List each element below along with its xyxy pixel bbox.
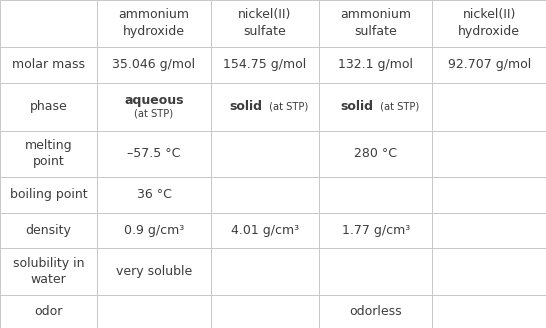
Bar [319, 213, 432, 248]
Text: 280 °C: 280 °C [354, 147, 397, 160]
Text: odor: odor [34, 305, 63, 318]
Bar [211, 83, 319, 131]
Bar [432, 248, 546, 295]
Text: phase: phase [29, 100, 68, 113]
Bar [0, 295, 97, 328]
Text: solubility in
water: solubility in water [13, 257, 84, 286]
Bar [97, 248, 211, 295]
Text: 0.9 g/cm³: 0.9 g/cm³ [124, 224, 184, 236]
Text: 35.046 g/mol: 35.046 g/mol [112, 58, 195, 72]
Text: aqueous: aqueous [124, 94, 183, 108]
Bar [211, 213, 319, 248]
Text: nickel(II)
hydroxide: nickel(II) hydroxide [458, 8, 520, 38]
Text: 132.1 g/mol: 132.1 g/mol [338, 58, 413, 72]
Bar [211, 0, 319, 47]
Bar [0, 213, 97, 248]
Bar [319, 295, 432, 328]
Text: 1.77 g/cm³: 1.77 g/cm³ [342, 224, 410, 236]
Bar [0, 131, 97, 177]
Text: melting
point: melting point [25, 139, 73, 168]
Bar [97, 47, 211, 83]
Bar [211, 131, 319, 177]
Text: very soluble: very soluble [116, 265, 192, 278]
Bar [319, 177, 432, 213]
Bar [211, 47, 319, 83]
Text: (at STP): (at STP) [134, 109, 174, 118]
Bar [97, 295, 211, 328]
Text: solid: solid [340, 100, 373, 113]
Bar [97, 177, 211, 213]
Bar [97, 213, 211, 248]
Bar [0, 0, 97, 47]
Text: 36 °C: 36 °C [136, 189, 171, 201]
Text: 92.707 g/mol: 92.707 g/mol [448, 58, 531, 72]
Text: (at STP): (at STP) [377, 102, 419, 112]
Bar [319, 131, 432, 177]
Bar [432, 47, 546, 83]
Bar [432, 177, 546, 213]
Bar [97, 131, 211, 177]
Text: solid: solid [229, 100, 262, 113]
Bar [211, 248, 319, 295]
Bar [211, 295, 319, 328]
Bar [319, 0, 432, 47]
Text: odorless: odorless [349, 305, 402, 318]
Bar [0, 83, 97, 131]
Bar [319, 248, 432, 295]
Text: boiling point: boiling point [10, 189, 87, 201]
Text: 4.01 g/cm³: 4.01 g/cm³ [231, 224, 299, 236]
Bar [0, 177, 97, 213]
Bar [0, 47, 97, 83]
Text: 154.75 g/mol: 154.75 g/mol [223, 58, 306, 72]
Text: nickel(II)
sulfate: nickel(II) sulfate [238, 8, 292, 38]
Bar [432, 83, 546, 131]
Bar [432, 0, 546, 47]
Bar [319, 83, 432, 131]
Text: ammonium
sulfate: ammonium sulfate [340, 8, 411, 38]
Bar [432, 213, 546, 248]
Bar [0, 248, 97, 295]
Bar [319, 47, 432, 83]
Text: (at STP): (at STP) [266, 102, 308, 112]
Bar [97, 83, 211, 131]
Text: density: density [26, 224, 72, 236]
Bar [97, 0, 211, 47]
Text: –57.5 °C: –57.5 °C [127, 147, 181, 160]
Text: ammonium
hydroxide: ammonium hydroxide [118, 8, 189, 38]
Text: molar mass: molar mass [12, 58, 85, 72]
Bar [432, 131, 546, 177]
Bar [211, 177, 319, 213]
Bar [432, 295, 546, 328]
